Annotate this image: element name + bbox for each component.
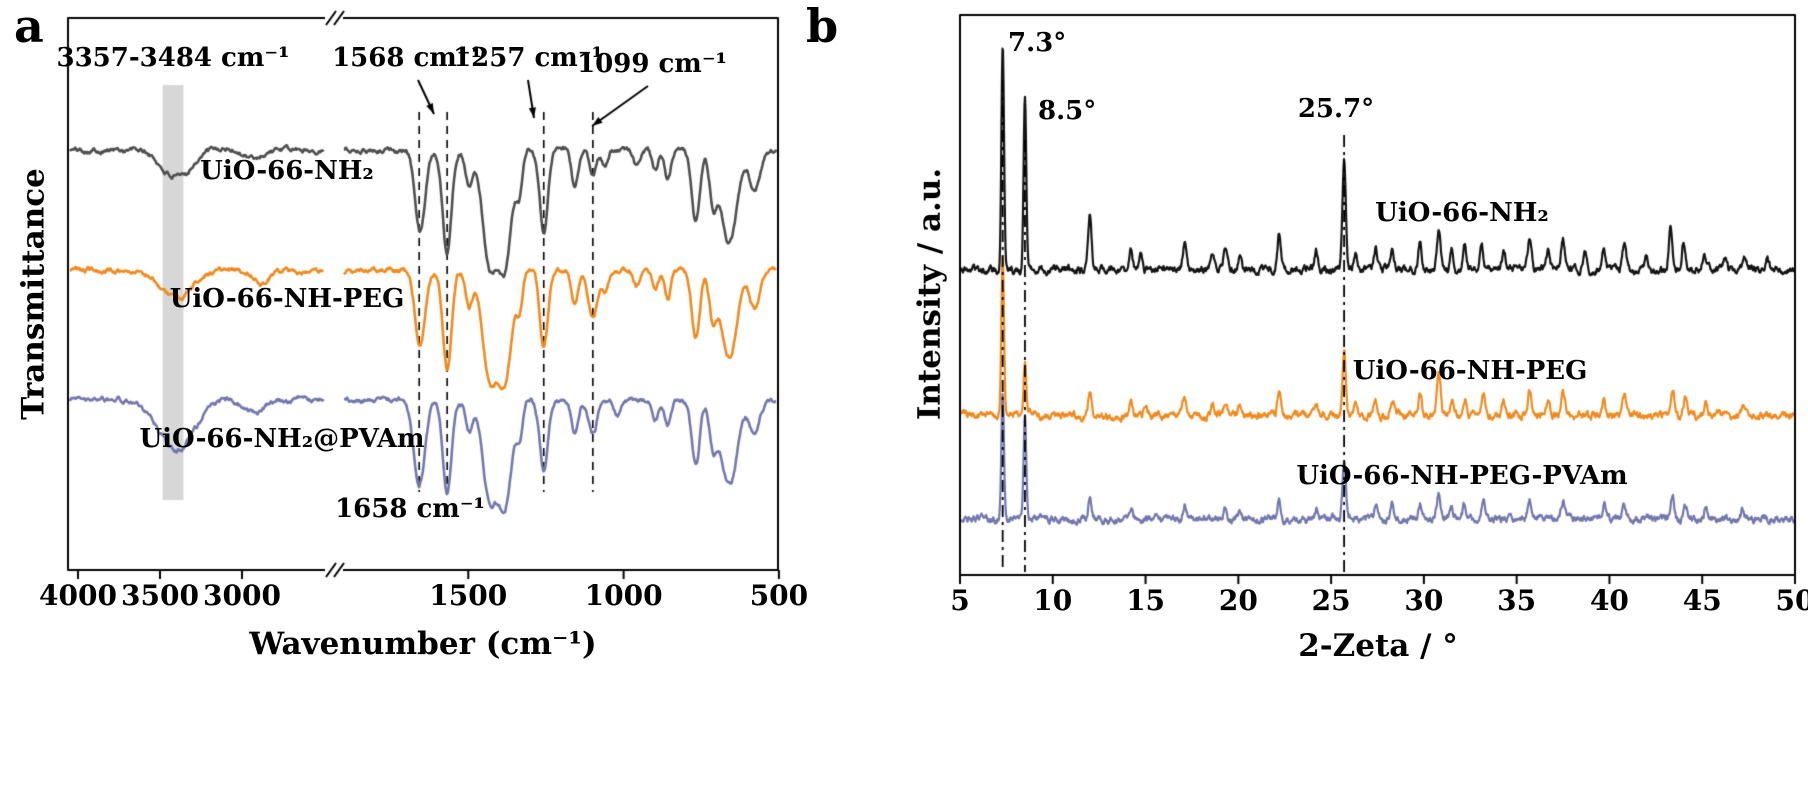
annotation-band-3357-3484: 3357-3484 cm⁻¹ [56, 43, 290, 73]
x-tick-label: 40 [1589, 584, 1629, 617]
series-label-uio66nhpeg-b: UiO-66-NH-PEG [1352, 356, 1588, 386]
x-tick-label: 10 [1033, 584, 1073, 617]
y-axis-title-b: Intensity / a.u. [911, 167, 948, 421]
x-tick-label: 35 [1497, 584, 1537, 617]
annotation-1257: 1257 cm⁻¹ [453, 43, 603, 73]
panel-b-label: b [806, 0, 839, 53]
x-tick-label: 30 [1404, 584, 1444, 617]
annotation-1658: 1658 cm⁻¹ [335, 494, 485, 524]
x-tick-label: 50 [1775, 584, 1808, 617]
x-tick-label: 500 [749, 579, 809, 612]
x-tick-label: 1500 [429, 579, 508, 612]
series-label-uio66nhpeg-a: UiO-66-NH-PEG [169, 284, 405, 314]
series-label-uio66nh2pvam-a: UiO-66-NH₂@PVAm [139, 424, 425, 454]
x-tick-label: 3500 [121, 579, 199, 612]
x-tick-label: 3000 [203, 579, 281, 612]
x-tick-label: 20 [1218, 584, 1258, 617]
x-tick-label: 5 [950, 584, 970, 617]
series-label-uio66nh2-a: UiO-66-NH₂ [200, 156, 374, 186]
panel-a-label: a [14, 0, 44, 53]
series-label-uio66nh2-b: UiO-66-NH₂ [1375, 198, 1549, 228]
x-tick-label: 4000 [39, 579, 117, 612]
x-tick-label: 1000 [584, 579, 663, 612]
y-axis-title-a: Transmittance [15, 168, 52, 420]
annotation-7-3deg: 7.3° [1008, 28, 1067, 58]
x-axis-title-b: 2-Zeta / ° [1298, 628, 1458, 664]
series-label-uio66nhpegpvam-b: UiO-66-NH-PEG-PVAm [1296, 461, 1628, 491]
annotation-25-7deg: 25.7° [1297, 94, 1375, 124]
x-tick-label: 45 [1682, 584, 1722, 617]
annotation-1099: 1099 cm⁻¹ [577, 49, 727, 79]
annotation-8-5deg: 8.5° [1038, 96, 1097, 126]
x-tick-label: 15 [1126, 584, 1166, 617]
x-tick-label: 25 [1311, 584, 1351, 617]
annotation-1568: 1568 cm⁻¹ [332, 43, 482, 73]
x-axis-title-a: Wavenumber (cm⁻¹) [249, 626, 597, 662]
